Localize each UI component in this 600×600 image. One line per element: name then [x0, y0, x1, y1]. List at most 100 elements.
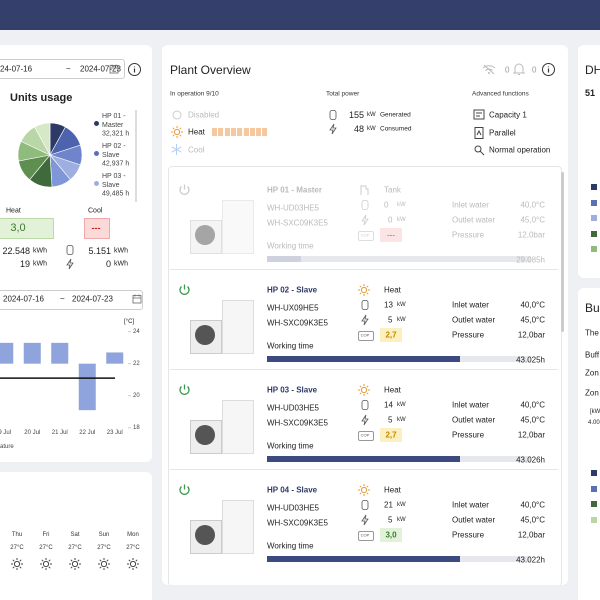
date-box	[0, 290, 143, 310]
cop-badge	[358, 431, 374, 441]
icon-part	[66, 245, 74, 255]
date-to: 2024-07-23	[72, 294, 113, 304]
unit-generated: 21	[384, 500, 393, 510]
unit-generated: 13	[384, 300, 393, 310]
outlet-label: Outlet water	[452, 215, 496, 225]
unit-kw: kW	[397, 502, 406, 508]
unit-generated: 14	[384, 400, 393, 410]
unit-kw: kW	[397, 402, 406, 408]
progress-fill	[267, 456, 460, 462]
icon-part	[133, 294, 141, 299]
unit-cop: 2,7	[385, 430, 397, 440]
sun-icon	[11, 558, 23, 570]
cop-box	[380, 228, 402, 242]
inlet-value: 40,0°C	[520, 400, 545, 410]
chart-caption: ature	[0, 444, 14, 450]
progress-fill	[267, 356, 460, 362]
unit-name: HP 04 - Slave	[267, 485, 318, 495]
weather-temp: 27°C	[68, 545, 82, 551]
working-time-label: Working time	[267, 341, 314, 351]
pressure-label: Pressure	[452, 330, 485, 340]
inlet-label: Inlet water	[452, 200, 489, 210]
sun-icon	[358, 284, 370, 296]
sun-icon	[358, 384, 370, 396]
y-tick-label: 20	[133, 392, 140, 399]
energy-unit: kWh	[114, 247, 128, 255]
sun-icon	[171, 126, 183, 138]
inlet-label: Inlet water	[452, 500, 489, 510]
sun-icon	[40, 558, 52, 570]
units-list	[168, 166, 562, 586]
icon-part	[361, 214, 369, 226]
buffer-line: Zon	[585, 368, 599, 378]
icon-part	[171, 126, 183, 138]
x-tick-label: 21 Jul	[51, 430, 68, 436]
outlet-value: 45,0°C	[520, 315, 545, 325]
weather-day: Sat	[70, 532, 80, 538]
dhw-value: 51	[585, 88, 596, 98]
temperature-chart	[0, 331, 131, 429]
outlet-value: 45,0°C	[520, 515, 545, 525]
heat-segment	[249, 128, 255, 136]
unit-kw: kW	[397, 302, 406, 308]
icon-part	[71, 560, 79, 568]
unit-generated: 0	[384, 200, 389, 210]
unit-kw: kW	[397, 217, 406, 223]
icon-part	[361, 314, 369, 326]
icon-part	[11, 558, 23, 570]
legend-dot	[94, 151, 99, 156]
heat-segment	[230, 128, 236, 136]
disabled-icon	[172, 110, 182, 120]
legend-hours: 42,937 h	[102, 160, 130, 168]
legend-dot	[591, 246, 597, 252]
icon-part	[474, 145, 482, 153]
section-label: Advanced functions	[472, 90, 529, 98]
legend-hours: 32,321 h	[102, 130, 130, 138]
info-icon	[128, 63, 141, 76]
working-time: 43.022h	[516, 555, 545, 565]
inlet-value: 40,0°C	[520, 300, 545, 310]
working-time-label: Working time	[267, 441, 314, 451]
wifi-icon	[482, 64, 496, 75]
calendar-icon	[132, 294, 142, 304]
icon-part	[329, 123, 337, 135]
cop-badge	[358, 231, 374, 241]
icon-part	[127, 558, 139, 570]
icon-part	[171, 144, 182, 155]
outlet-label: Outlet water	[452, 315, 496, 325]
icon-part	[173, 128, 181, 136]
legend-name: HP 03 - Slave	[102, 173, 126, 189]
outlet-value: 45,0°C	[520, 215, 545, 225]
legend-hours: 49,485 h	[102, 190, 130, 198]
unit-kw: kW	[397, 202, 406, 208]
icon-part	[361, 300, 369, 310]
bolt-icon	[361, 414, 369, 426]
mode-heat: Heat	[188, 127, 205, 137]
tank-icon	[360, 185, 369, 195]
card	[0, 472, 152, 600]
inlet-label: Inlet water	[452, 400, 489, 410]
calendar-icon	[109, 64, 119, 74]
heat-segment	[256, 128, 262, 136]
heat-segment	[218, 128, 224, 136]
icon-part	[360, 185, 369, 195]
icon-part	[360, 286, 368, 294]
unit-cop: ---	[387, 230, 395, 240]
advanced-function: Parallel	[489, 128, 516, 137]
outdoor-fan	[195, 325, 215, 345]
icon-part	[40, 558, 52, 570]
sun-icon	[98, 558, 110, 570]
legend-dot	[591, 485, 597, 492]
power-icon	[179, 184, 190, 195]
icon-part	[179, 486, 190, 495]
icon-part	[476, 112, 482, 117]
pressure-value: 12,0bar	[517, 530, 545, 540]
icon-part	[13, 560, 21, 568]
pressure-value: 12,0bar	[517, 330, 545, 340]
panel-title: DH	[585, 63, 600, 77]
legend-dot	[591, 470, 597, 476]
consumed-label: Consumed	[380, 125, 412, 133]
unit-mode: Heat	[384, 485, 401, 495]
bar	[0, 342, 14, 364]
